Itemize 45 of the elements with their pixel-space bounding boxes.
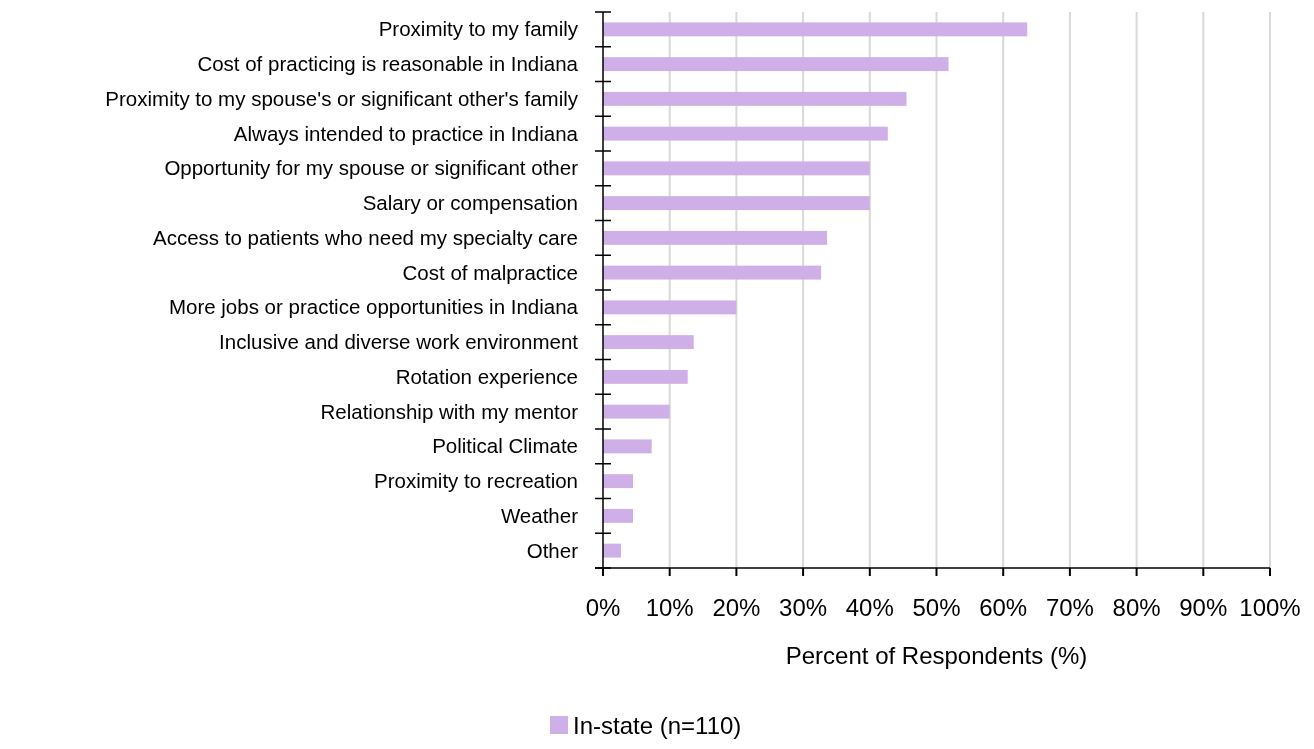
x-axis-title: Percent of Respondents (%) xyxy=(785,642,1088,669)
bar xyxy=(603,265,822,280)
x-tick-label: 20% xyxy=(712,594,761,621)
y-tick-label: Rotation experience xyxy=(395,364,578,388)
bar xyxy=(603,91,907,106)
y-tick-label: Cost of malpractice xyxy=(402,260,578,284)
y-tick-label: Salary or compensation xyxy=(362,191,578,215)
bar xyxy=(603,126,888,141)
x-tick-label: 90% xyxy=(1179,594,1228,621)
y-tick-label: Proximity to my family xyxy=(378,17,579,41)
x-tick-label: 100% xyxy=(1239,594,1301,621)
bar xyxy=(603,474,634,489)
bar xyxy=(603,22,1028,37)
x-tick-label: 70% xyxy=(1045,594,1094,621)
bar xyxy=(603,230,828,245)
x-tick-label: 0% xyxy=(585,594,621,621)
x-tick-label: 50% xyxy=(912,594,961,621)
bar xyxy=(603,369,688,384)
bar xyxy=(603,161,870,176)
bar xyxy=(603,508,634,523)
y-tick-label: Proximity to my spouse's or significant other's family xyxy=(105,86,579,110)
y-tick-label: Other xyxy=(526,538,579,562)
bar xyxy=(603,335,694,350)
y-tick-label: Proximity to recreation xyxy=(374,469,578,493)
x-tick-label: 40% xyxy=(845,594,894,621)
y-tick-label: Relationship with my mentor xyxy=(320,399,579,423)
y-tick-label: Opportunity for my spouse or significant other xyxy=(164,156,579,180)
y-tick-label: Access to patients who need my specialty care xyxy=(152,225,578,249)
bar xyxy=(603,543,622,558)
bar xyxy=(603,439,652,454)
bar xyxy=(603,404,670,419)
y-tick-label: Always intended to practice in Indiana xyxy=(233,121,579,145)
x-tick-label: 60% xyxy=(979,594,1028,621)
y-tick-label: Cost of practicing is reasonable in Indiana xyxy=(197,52,579,76)
legend-label: In-state (n=110) xyxy=(573,712,742,739)
y-tick-label: Political Climate xyxy=(432,434,578,458)
x-tick-label: 80% xyxy=(1112,594,1161,621)
y-tick-label: Inclusive and diverse work environment xyxy=(219,330,579,354)
y-tick-label: Weather xyxy=(500,503,579,527)
x-tick-label: 10% xyxy=(645,594,694,621)
y-tick-label: More jobs or practice opportunities in Indiana xyxy=(168,295,579,319)
x-tick-label: 30% xyxy=(779,594,828,621)
bar xyxy=(603,300,737,315)
bar xyxy=(603,57,949,72)
bar xyxy=(603,196,870,211)
